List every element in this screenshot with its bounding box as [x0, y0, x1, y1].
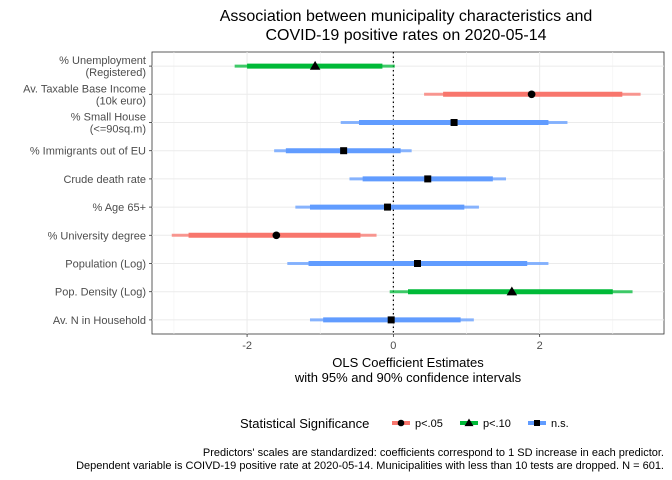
y-tick-label: (10k euro): [96, 95, 146, 107]
x-axis-label-line: OLS Coefficient Estimates: [332, 355, 484, 370]
point-estimate: [387, 316, 395, 324]
y-tick-label: Pop. Density (Log): [55, 287, 146, 299]
point-estimate: [272, 231, 281, 240]
point-estimate: [527, 90, 536, 99]
plot-panel: [151, 51, 665, 335]
legend-key-marker: [534, 420, 540, 426]
chart-title-line: Association between municipality charact…: [220, 8, 593, 25]
coefficient-row: [424, 90, 641, 99]
coefficient-row: [349, 175, 507, 183]
y-tick-label: % University degree: [48, 230, 146, 242]
point-estimate: [424, 175, 432, 183]
point-estimate: [506, 286, 518, 296]
x-tick-label: 2: [537, 340, 543, 352]
y-tick-label: % Small House: [71, 112, 146, 124]
y-tick-label: % Unemployment: [59, 55, 146, 67]
caption-line: Dependent variable is COIVD-19 positive …: [76, 460, 664, 472]
coefficient-row: [340, 119, 568, 126]
y-tick-label: % Age 65+: [92, 202, 146, 214]
legend-key-marker: [464, 418, 474, 427]
y-tick-label: (Registered): [85, 67, 146, 79]
y-tick-label: (<=90sq.m): [90, 124, 146, 136]
y-tick-label: Av. N in Household: [53, 315, 146, 327]
y-tick-label: Crude death rate: [63, 174, 146, 186]
y-tick-label: Population (Log): [65, 259, 146, 271]
x-axis-label-line: with 95% and 90% confidence intervals: [294, 370, 522, 385]
caption-line: Predictors' scales are standardized: coe…: [203, 447, 664, 459]
chart-title-line: COVID-19 positive rates on 2020-05-14: [265, 27, 546, 44]
x-tick-label: -2: [242, 340, 252, 352]
legend-title: Statistical Significance: [240, 416, 369, 431]
legend-label: n.s.: [551, 418, 569, 430]
legend-entry: p<.05: [392, 418, 443, 430]
legend-entry: n.s.: [528, 418, 569, 430]
y-tick-label: % Immigrants out of EU: [30, 146, 146, 158]
y-tick-label: Av. Taxable Base Income: [23, 83, 146, 95]
coefficient-row: [287, 260, 549, 267]
point-estimate: [309, 60, 321, 70]
legend-label: p<.05: [415, 418, 443, 430]
legend-key-marker: [397, 419, 405, 427]
coefficient-row: [389, 286, 633, 296]
coefficient-row: [309, 316, 474, 324]
coefficient-row: [295, 203, 479, 211]
point-estimate: [450, 119, 458, 126]
legend-entry: p<.10: [460, 418, 511, 430]
point-estimate: [340, 147, 348, 155]
coefficient-row: [234, 60, 395, 70]
x-tick-label: 0: [390, 340, 396, 352]
legend-label: p<.10: [483, 418, 511, 430]
point-estimate: [384, 203, 392, 211]
coefficient-row: [171, 231, 377, 240]
point-estimate: [414, 260, 422, 267]
coefficient-row: [274, 147, 412, 155]
